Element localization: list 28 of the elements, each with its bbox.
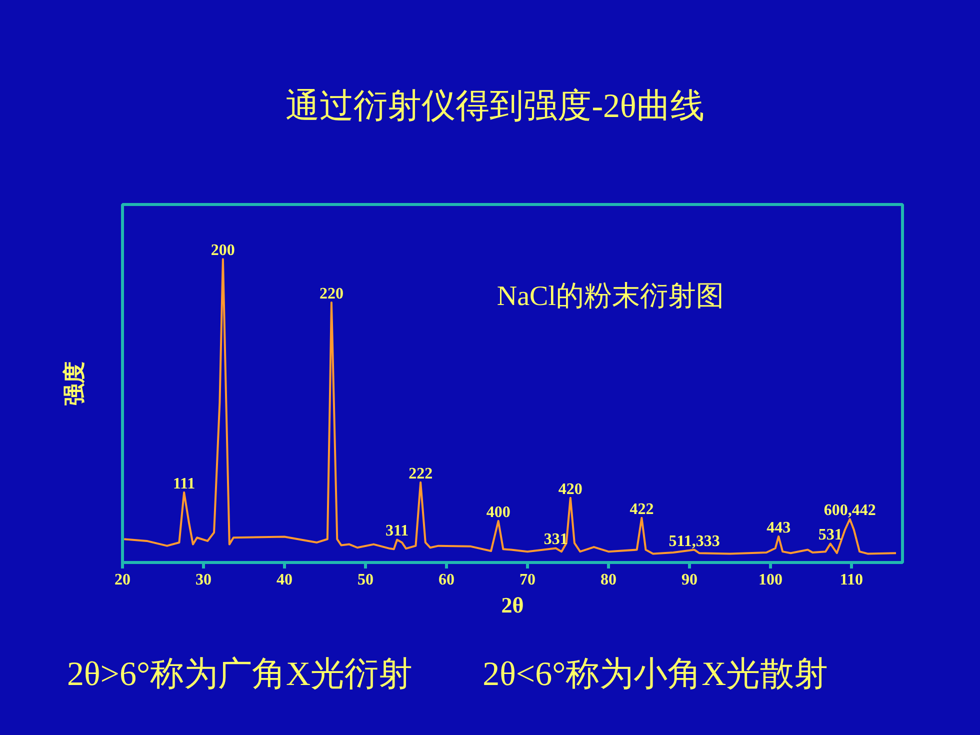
x-axis-title: 2θ — [501, 592, 524, 618]
text: 2θ>6°称为广角X光衍射 — [67, 655, 413, 695]
x-tick-label: 60 — [438, 572, 454, 588]
annotation: 111 — [172, 475, 196, 492]
chart-title: 通过衍射仪得到强度-2θ曲线 — [286, 87, 704, 127]
annotation: 531 — [818, 526, 842, 544]
x-tick-label: 80 — [600, 572, 616, 588]
annotation: 220 — [319, 285, 344, 302]
annotation: 422 — [630, 500, 654, 518]
x-tick-label: 90 — [681, 572, 698, 588]
x-tick-label: 30 — [195, 572, 212, 588]
annotation: 600,442 — [824, 502, 876, 520]
x-tick-label: 40 — [276, 572, 292, 588]
annotation: 200 — [210, 242, 235, 260]
x-tick-label: 70 — [519, 572, 536, 588]
annotation: NaCl的粉末衍射图 — [496, 280, 724, 312]
x-tick-label: 20 — [114, 572, 130, 588]
text: 2θ<6°称为小角X光散射 — [482, 655, 828, 695]
annotation: 443 — [766, 519, 791, 536]
annotation: 400 — [486, 504, 510, 521]
annotation: 420 — [558, 480, 582, 498]
x-tick-label: 110 — [840, 572, 864, 588]
annotation: 311 — [386, 522, 409, 540]
x-tick-label: 50 — [357, 572, 374, 588]
y-axis-title: 强度 — [62, 362, 86, 406]
x-tick-label: 100 — [758, 572, 782, 588]
annotation: 511,333 — [668, 532, 720, 550]
annotation: 222 — [408, 465, 433, 482]
